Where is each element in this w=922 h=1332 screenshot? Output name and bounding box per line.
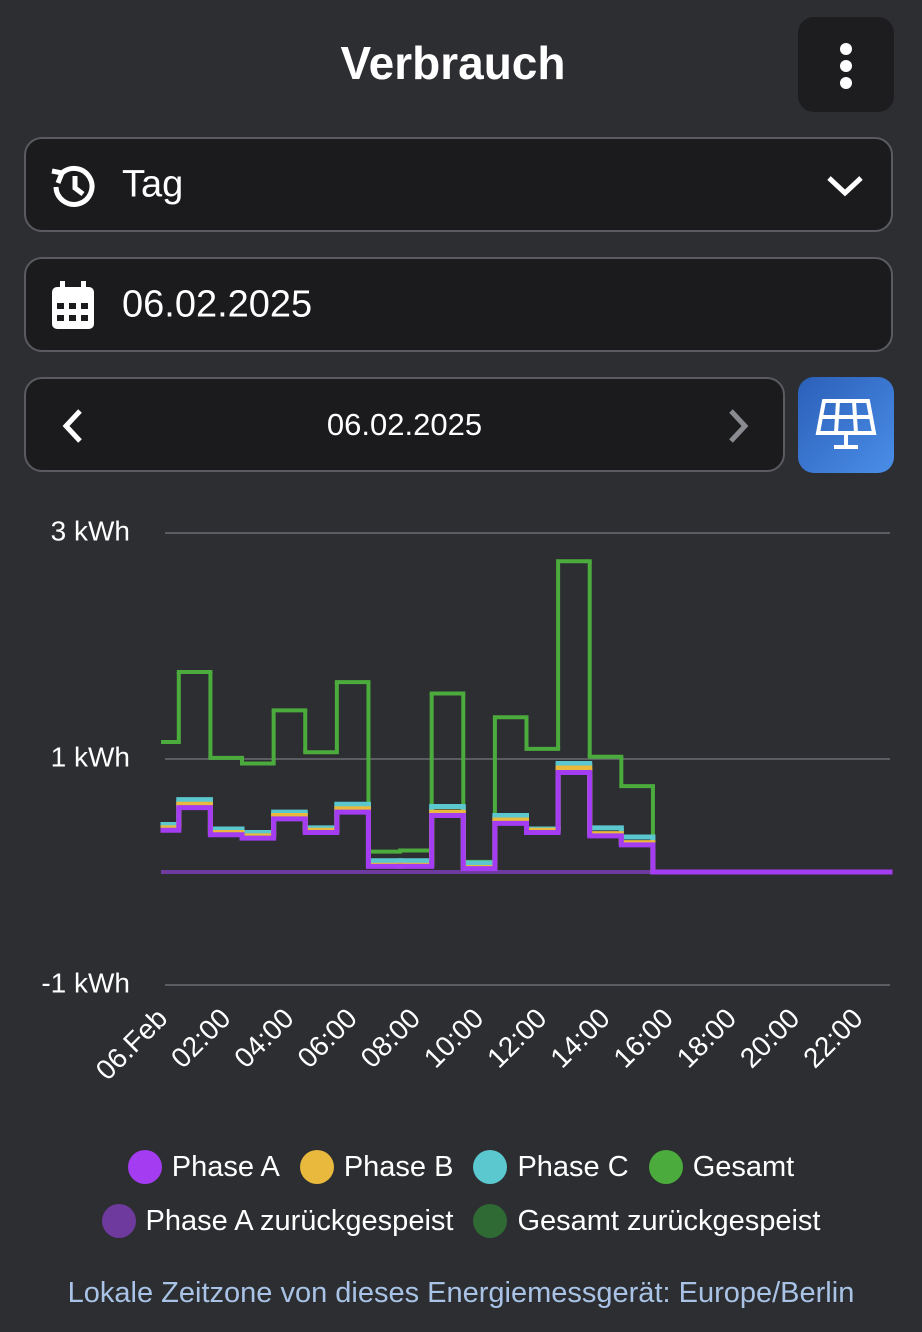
prev-button[interactable]: [60, 407, 86, 445]
legend-item[interactable]: Phase A zurückgespeist: [101, 1204, 454, 1238]
chart: -1 kWh 1 kWh 3 kWh 06.Feb02:0004:0006:0008:…: [41, 515, 893, 1086]
step-riser: [176, 561, 655, 872]
date-value: 06.02.2025: [122, 283, 313, 325]
menu-button[interactable]: [798, 17, 894, 112]
legend-label: Phase B: [343, 1150, 454, 1183]
x-tick-label: 14:00: [544, 1002, 615, 1073]
next-button[interactable]: [725, 407, 751, 445]
x-tick-label: 20:00: [734, 1002, 805, 1073]
x-tick-label: 12:00: [481, 1002, 552, 1073]
series: [160, 770, 893, 875]
y-tick-label: 1 kWh: [51, 741, 130, 772]
date-input[interactable]: 06.02.2025: [24, 257, 893, 352]
calendar-icon: [52, 281, 94, 329]
y-tick-label: -1 kWh: [41, 967, 130, 998]
legend-swatch: [101, 1204, 136, 1238]
timezone-note: Lokale Zeitzone von dieses Energiemessge…: [67, 1277, 855, 1309]
y-tick-label: 3 kWh: [51, 515, 130, 546]
x-tick-label: 02:00: [165, 1002, 236, 1073]
legend: Phase A Phase B Phase C Gesamt Phase A zurüc…: [0, 1140, 922, 1248]
legend-item[interactable]: Phase B: [299, 1150, 454, 1184]
chevron-down: [827, 176, 863, 197]
legend-row: Phase A zurückgespeist Gesamt zurückgespe…: [0, 1194, 922, 1248]
x-tick-label: 18:00: [671, 1002, 742, 1073]
x-tick-label: 06.Feb: [90, 1002, 174, 1086]
legend-label: Phase A: [171, 1150, 280, 1183]
page-title: Verbrauch: [340, 37, 566, 89]
legend-item[interactable]: Gesamt: [648, 1150, 795, 1184]
legend-swatch: [127, 1150, 162, 1184]
legend-swatch: [473, 1150, 508, 1184]
period-select[interactable]: Tag: [24, 137, 893, 232]
legend-swatch: [299, 1150, 334, 1184]
legend-label: Phase C: [517, 1150, 629, 1183]
legend-label: Phase A zurückgespeist: [145, 1204, 454, 1237]
legend-item[interactable]: Gesamt zurückgespeist: [473, 1204, 820, 1238]
date-navigator: 06.02.2025: [24, 377, 785, 472]
nav-date: 06.02.2025: [326, 406, 483, 442]
period-value: Tag: [122, 163, 184, 205]
history-icon: [51, 165, 95, 207]
x-tick-label: 10:00: [418, 1002, 489, 1073]
legend-label: Gesamt: [692, 1150, 795, 1183]
legend-row: Phase A Phase B Phase C Gesamt: [0, 1140, 922, 1194]
solar-icon: [815, 399, 877, 449]
x-tick-label: 04:00: [228, 1002, 299, 1073]
x-tick-label: 08:00: [355, 1002, 426, 1073]
solar-button[interactable]: [798, 377, 894, 473]
menu-icon: [840, 43, 852, 89]
legend-item[interactable]: Phase A: [127, 1150, 280, 1184]
legend-swatch: [648, 1150, 683, 1184]
x-tick-label: 22:00: [797, 1002, 868, 1073]
x-tick-label: 06:00: [291, 1002, 362, 1073]
legend-item[interactable]: Phase C: [473, 1150, 629, 1184]
legend-swatch: [473, 1204, 508, 1238]
legend-label: Gesamt zurückgespeist: [517, 1204, 821, 1237]
x-tick-label: 16:00: [608, 1002, 679, 1073]
